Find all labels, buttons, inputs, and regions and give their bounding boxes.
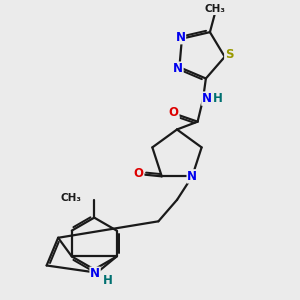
- Text: N: N: [176, 31, 185, 44]
- Text: O: O: [134, 167, 144, 180]
- Text: O: O: [169, 106, 179, 119]
- Text: CH₃: CH₃: [61, 193, 82, 203]
- Text: CH₃: CH₃: [204, 4, 225, 14]
- Text: H: H: [213, 92, 223, 105]
- Text: H: H: [103, 274, 112, 287]
- Text: N: N: [187, 170, 197, 183]
- Text: N: N: [90, 267, 100, 280]
- Text: N: N: [202, 92, 212, 105]
- Text: N: N: [173, 62, 183, 75]
- Text: S: S: [225, 49, 233, 62]
